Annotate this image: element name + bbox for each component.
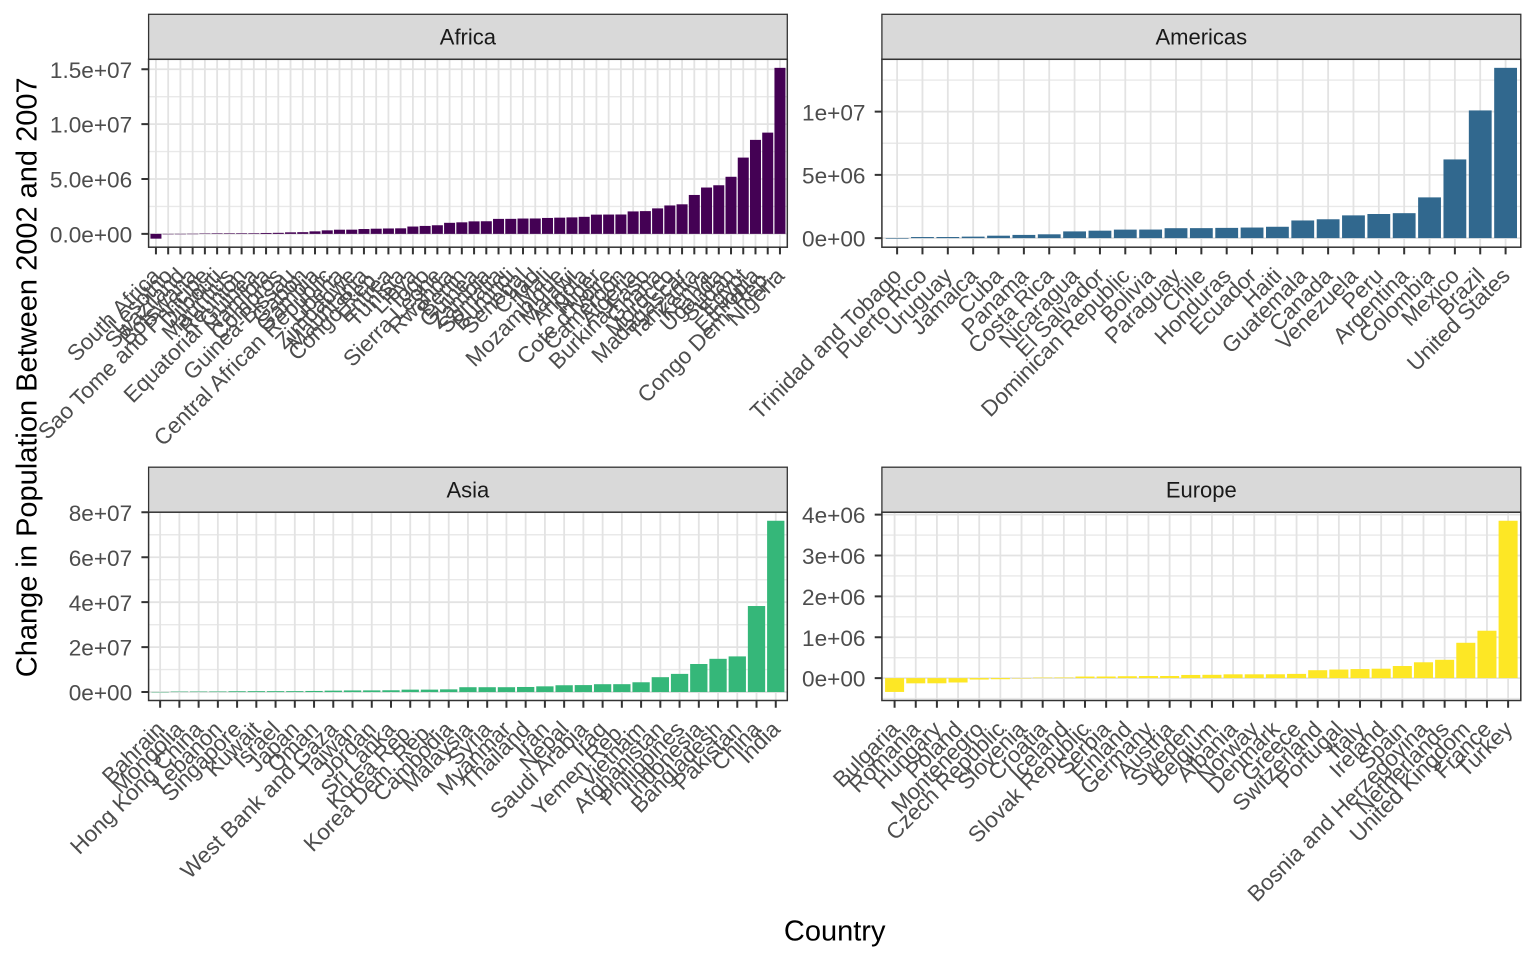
svg-text:0e+00: 0e+00 — [69, 681, 132, 706]
svg-text:Europe: Europe — [1166, 478, 1237, 503]
svg-text:2e+06: 2e+06 — [802, 585, 865, 610]
svg-text:1e+07: 1e+07 — [802, 100, 865, 125]
svg-text:5.0e+06: 5.0e+06 — [50, 168, 132, 193]
svg-text:0e+00: 0e+00 — [802, 227, 865, 252]
svg-text:1e+06: 1e+06 — [802, 626, 865, 651]
svg-text:3e+06: 3e+06 — [802, 544, 865, 569]
svg-text:8e+07: 8e+07 — [69, 501, 132, 526]
svg-text:4e+06: 4e+06 — [802, 503, 865, 528]
svg-text:0.0e+00: 0.0e+00 — [50, 222, 132, 247]
svg-text:1.5e+07: 1.5e+07 — [50, 58, 132, 83]
svg-text:Africa: Africa — [440, 25, 497, 50]
svg-text:5e+06: 5e+06 — [802, 163, 865, 188]
svg-text:0e+00: 0e+00 — [802, 667, 865, 692]
svg-text:4e+07: 4e+07 — [69, 591, 132, 616]
svg-text:1.0e+07: 1.0e+07 — [50, 113, 132, 138]
svg-text:Country: Country — [784, 916, 886, 948]
svg-text:6e+07: 6e+07 — [69, 546, 132, 571]
svg-text:Asia: Asia — [447, 478, 491, 503]
svg-text:2e+07: 2e+07 — [69, 636, 132, 661]
svg-text:Americas: Americas — [1155, 25, 1247, 50]
svg-text:Change in Population Between 2: Change in Population Between 2002 and 20… — [11, 77, 43, 677]
